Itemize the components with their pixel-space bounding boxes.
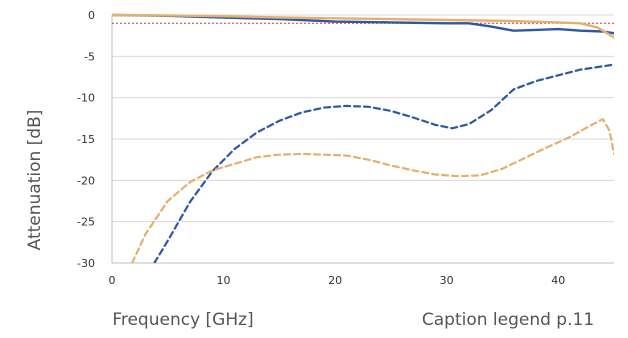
series-line-3 xyxy=(131,118,614,263)
x-tick-label-0: 0 xyxy=(109,274,116,287)
caption-text: Caption legend p.11 xyxy=(422,310,594,330)
series-line-0 xyxy=(112,13,614,35)
y-axis-title: Attenuation [dB] xyxy=(25,110,45,251)
x-tick-label-2: 20 xyxy=(328,274,342,287)
axes xyxy=(111,15,614,264)
grid-lines xyxy=(112,14,614,223)
series-line-1 xyxy=(112,13,614,39)
y-tick-label-0: 0 xyxy=(88,9,95,22)
x-tick-label-3: 30 xyxy=(440,274,454,287)
tick-labels: 0 -5 -10 -15 -20 -25 -30 0 10 20 30 40 xyxy=(77,9,565,287)
x-axis-title: Frequency [GHz] xyxy=(112,310,253,330)
y-tick-label-5: -25 xyxy=(77,216,95,229)
x-tick-label-1: 10 xyxy=(217,274,231,287)
y-tick-label-3: -15 xyxy=(77,133,95,146)
series-layer xyxy=(112,13,614,263)
y-tick-label-6: -30 xyxy=(77,257,95,270)
y-tick-label-2: -10 xyxy=(77,92,95,105)
y-tick-label-1: -5 xyxy=(84,50,95,63)
x-tick-label-4: 40 xyxy=(551,274,565,287)
series-line-2 xyxy=(153,63,614,263)
y-tick-label-4: -20 xyxy=(77,174,95,187)
